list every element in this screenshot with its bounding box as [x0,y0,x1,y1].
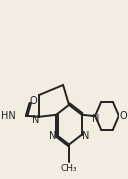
Text: N: N [92,114,100,124]
Text: HN: HN [1,111,16,121]
Text: O: O [120,111,127,121]
Text: CH₃: CH₃ [61,164,77,173]
Text: N: N [49,131,56,141]
Text: N: N [32,115,39,125]
Text: N: N [82,131,89,141]
Text: O: O [29,96,37,106]
